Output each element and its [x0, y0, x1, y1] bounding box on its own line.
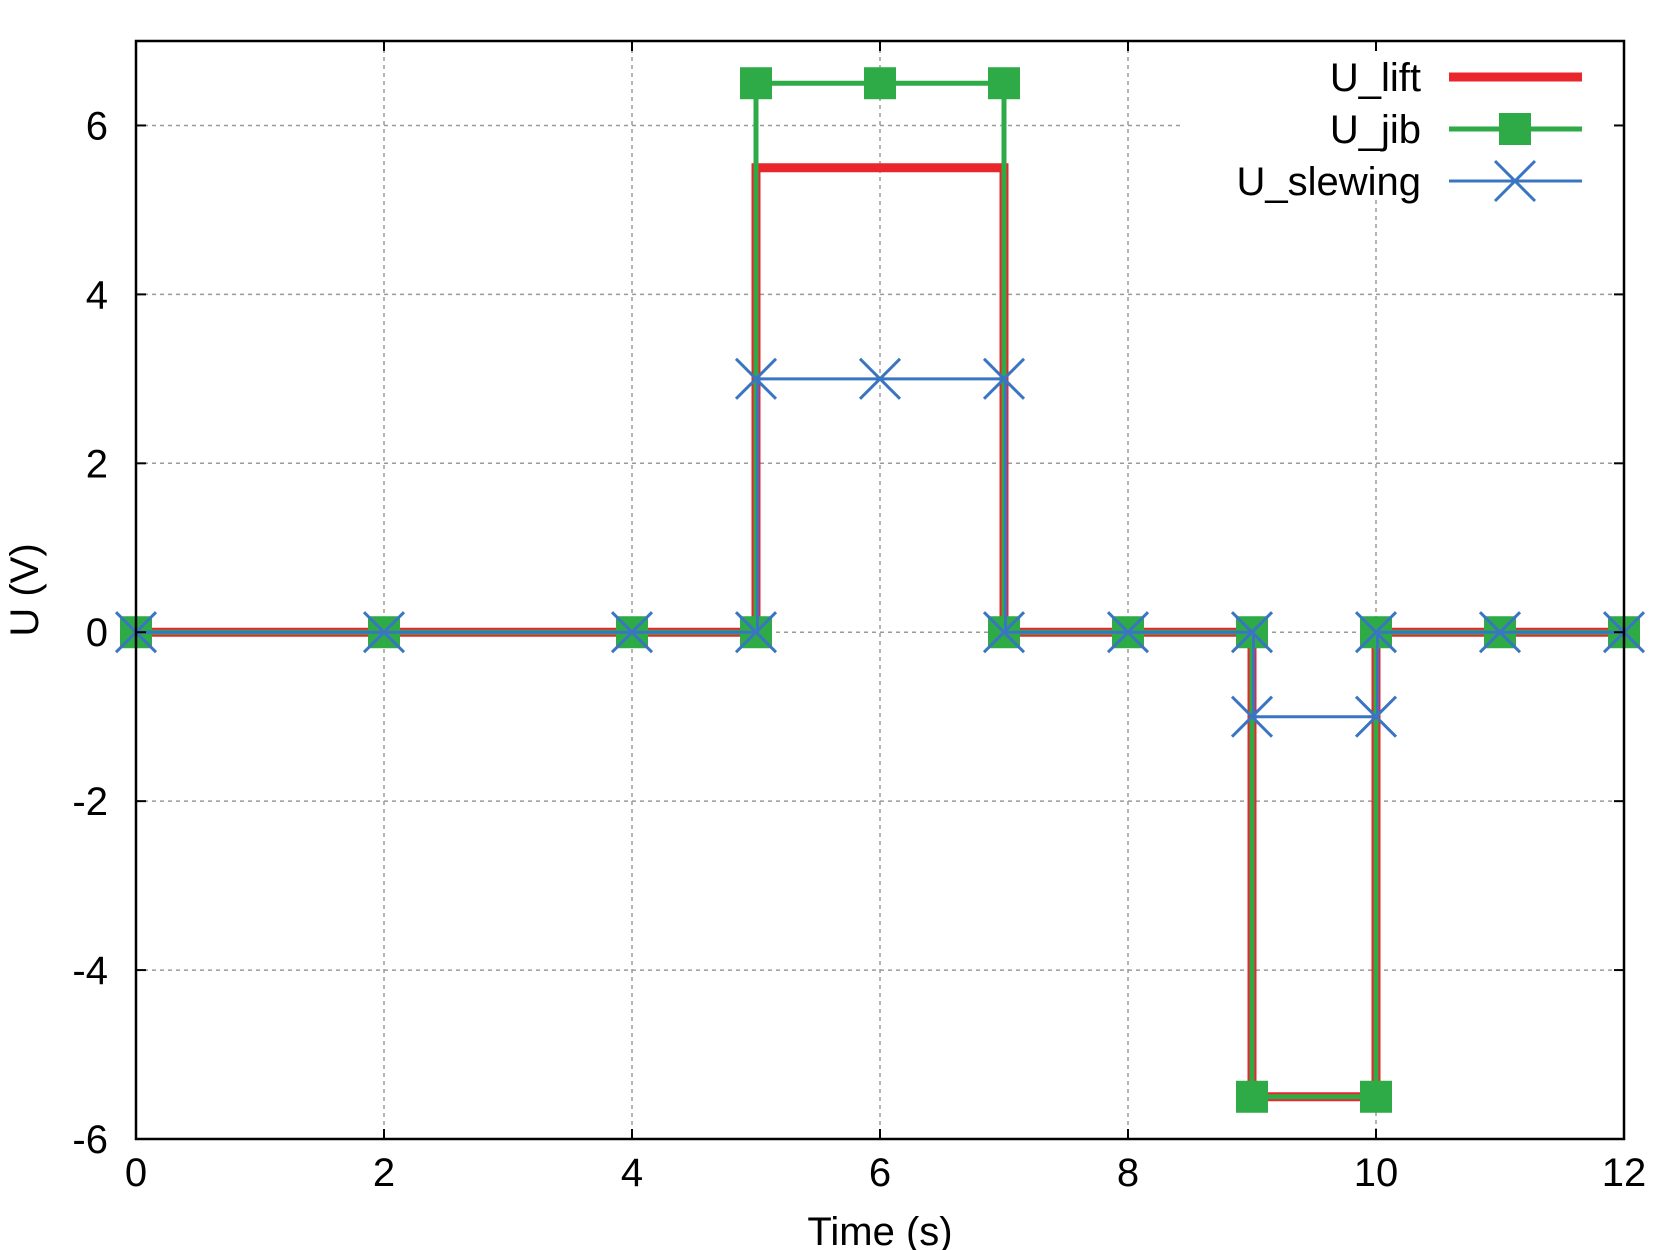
legend-label: U_lift	[1330, 56, 1421, 100]
u-slewing-marker	[858, 357, 902, 400]
u-slewing-marker	[982, 357, 1026, 400]
series-u-slewing	[114, 357, 1646, 738]
x-tick-label: 10	[1354, 1151, 1399, 1195]
x-axis-label: Time (s)	[807, 1210, 952, 1250]
y-axis-label: U (V)	[3, 543, 47, 636]
x-tick-label: 0	[125, 1151, 147, 1195]
y-tick-label: -4	[72, 949, 108, 993]
y-tick-label: 6	[86, 104, 108, 148]
legend-entry-u-slewing: U_slewing	[1236, 159, 1582, 204]
x-tick-label: 6	[869, 1151, 891, 1195]
axis-ticks: 0 2 4 6 8 10 12 -6 -4 -2 0 2 4 6	[72, 41, 1646, 1195]
x-tick-label: 12	[1602, 1151, 1647, 1195]
y-tick-label: 4	[86, 273, 108, 317]
legend-u-slewing-marker	[1493, 159, 1537, 203]
y-tick-label: 0	[86, 611, 108, 655]
u-slewing-marker	[734, 611, 778, 654]
u-slewing-marker	[1230, 695, 1274, 738]
u-jib-marker	[864, 67, 896, 100]
series-layer	[114, 67, 1646, 1113]
y-tick-label: 2	[86, 442, 108, 486]
legend: U_lift U_jib U_slewing	[1236, 56, 1582, 204]
u-slewing-marker	[1354, 695, 1398, 738]
legend-entry-u-jib: U_jib	[1330, 108, 1582, 152]
u-slewing-marker	[982, 611, 1026, 654]
x-tick-label: 2	[373, 1151, 395, 1195]
legend-label: U_jib	[1330, 108, 1421, 152]
x-tick-label: 4	[621, 1151, 643, 1195]
u-slewing-marker	[1230, 611, 1274, 654]
legend-entry-u-lift: U_lift	[1330, 56, 1582, 100]
u-slewing-marker	[362, 611, 406, 654]
legend-label: U_slewing	[1236, 160, 1421, 204]
u-slewing-marker	[1478, 611, 1522, 654]
x-tick-label: 8	[1117, 1151, 1139, 1195]
u-jib-marker	[740, 67, 772, 100]
u-jib-marker	[1360, 1080, 1392, 1113]
y-tick-label: -6	[72, 1118, 108, 1162]
y-tick-label: -2	[72, 780, 108, 824]
u-slewing-marker	[1106, 611, 1150, 654]
u-slewing-marker	[610, 611, 654, 654]
u-slewing-marker	[734, 357, 778, 400]
u-jib-marker	[988, 67, 1020, 100]
u-jib-marker	[1236, 1080, 1268, 1113]
u-slewing-marker	[1354, 611, 1398, 654]
legend-u-jib-marker	[1499, 113, 1531, 145]
